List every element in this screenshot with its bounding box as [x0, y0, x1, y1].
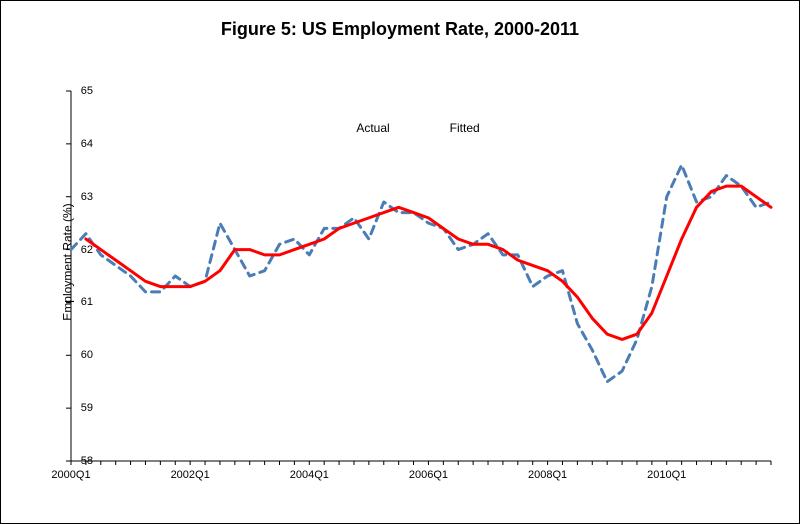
x-tick-label: 2010Q1 — [647, 469, 686, 481]
chart-container: Figure 5: US Employment Rate, 2000-2011 … — [0, 0, 800, 524]
x-tick-label: 2000Q1 — [51, 469, 90, 481]
y-tick-label: 65 — [81, 85, 93, 97]
x-tick-label: 2008Q1 — [528, 469, 567, 481]
x-tick-label: 2006Q1 — [409, 469, 448, 481]
y-tick-label: 59 — [81, 402, 93, 414]
x-tick-label: 2002Q1 — [171, 469, 210, 481]
chart-title: Figure 5: US Employment Rate, 2000-2011 — [1, 19, 799, 40]
series-actual — [71, 165, 771, 382]
y-tick-label: 60 — [81, 349, 93, 361]
series-fitted — [86, 186, 771, 339]
x-tick-label: 2004Q1 — [290, 469, 329, 481]
y-tick-label: 63 — [81, 191, 93, 203]
plot-area — [71, 91, 771, 461]
y-tick-label: 61 — [81, 296, 93, 308]
y-tick-label: 58 — [81, 455, 93, 467]
y-tick-label: 64 — [81, 138, 93, 150]
plot-svg — [71, 91, 771, 461]
y-tick-label: 62 — [81, 244, 93, 256]
